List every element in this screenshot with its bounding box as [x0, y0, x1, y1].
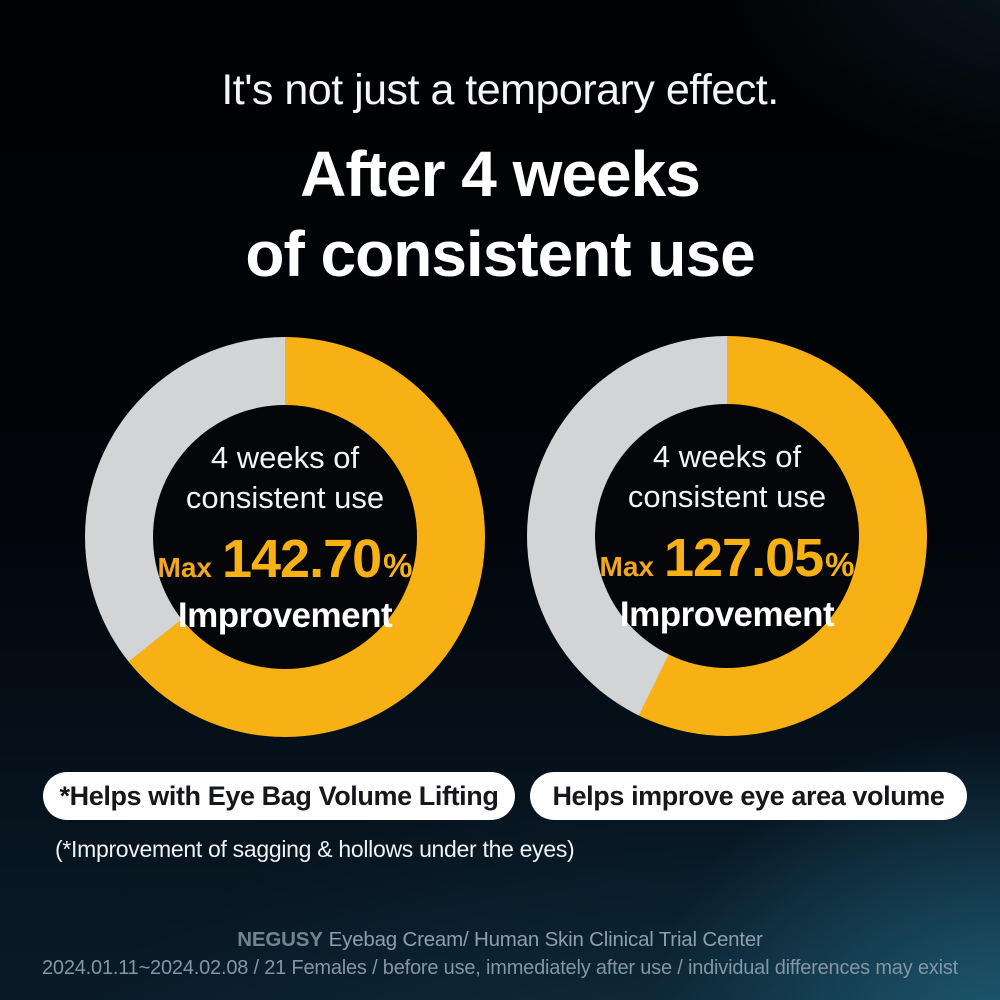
footer-line1-text: Eyebag Cream/ Human Skin Clinical Trial …	[328, 928, 763, 951]
page-title: After 4 weeks of consistent use	[0, 134, 1000, 294]
subtitle: It's not just a temporary effect.	[221, 66, 779, 114]
footer-trial-center: NEGUSY Eyebag Cream/ Human Skin Clinical …	[0, 928, 1000, 952]
max-prefix: Max	[157, 552, 212, 583]
donut-value-row: Max 142.70 %	[158, 528, 413, 590]
donut-center-right: 4 weeks of consistent use Max 127.05 % I…	[595, 404, 859, 668]
improvement-value: 127.05	[663, 528, 824, 588]
donut-chart-eye-area-volume: 4 weeks of consistent use Max 127.05 % I…	[527, 336, 927, 736]
page-title-line-1: After 4 weeks	[300, 138, 701, 210]
percent-sign: %	[383, 547, 413, 584]
page-title-line-2: of consistent use	[245, 218, 755, 290]
donut-chart-eyebag-lifting: 4 weeks of consistent use Max 142.70 % I…	[85, 337, 485, 737]
donut-center-left: 4 weeks of consistent use Max 142.70 % I…	[153, 405, 417, 669]
donut-label-line-1: 4 weeks of	[210, 440, 360, 475]
donut-label-line-1: 4 weeks of	[652, 439, 802, 474]
max-prefix: Max	[599, 551, 654, 582]
caption-pill-eye-area-volume: Helps improve eye area volume	[530, 772, 967, 820]
percent-sign: %	[825, 546, 855, 583]
donut-value-row: Max 127.05 %	[600, 527, 855, 589]
footer-trial-details: 2024.01.11~2024.02.08 / 21 Females / bef…	[41, 957, 959, 979]
brand-name: NEGUSY	[237, 928, 323, 951]
improvement-label: Improvement	[619, 595, 835, 634]
improvement-label: Improvement	[177, 596, 393, 635]
caption-pill-eyebag-lifting: *Helps with Eye Bag Volume Lifting	[43, 772, 515, 820]
footnote: (*Improvement of sagging & hollows under…	[55, 836, 575, 862]
donut-label-line-2: consistent use	[627, 479, 827, 514]
improvement-value: 142.70	[221, 529, 382, 589]
donut-label-line-2: consistent use	[185, 480, 385, 515]
